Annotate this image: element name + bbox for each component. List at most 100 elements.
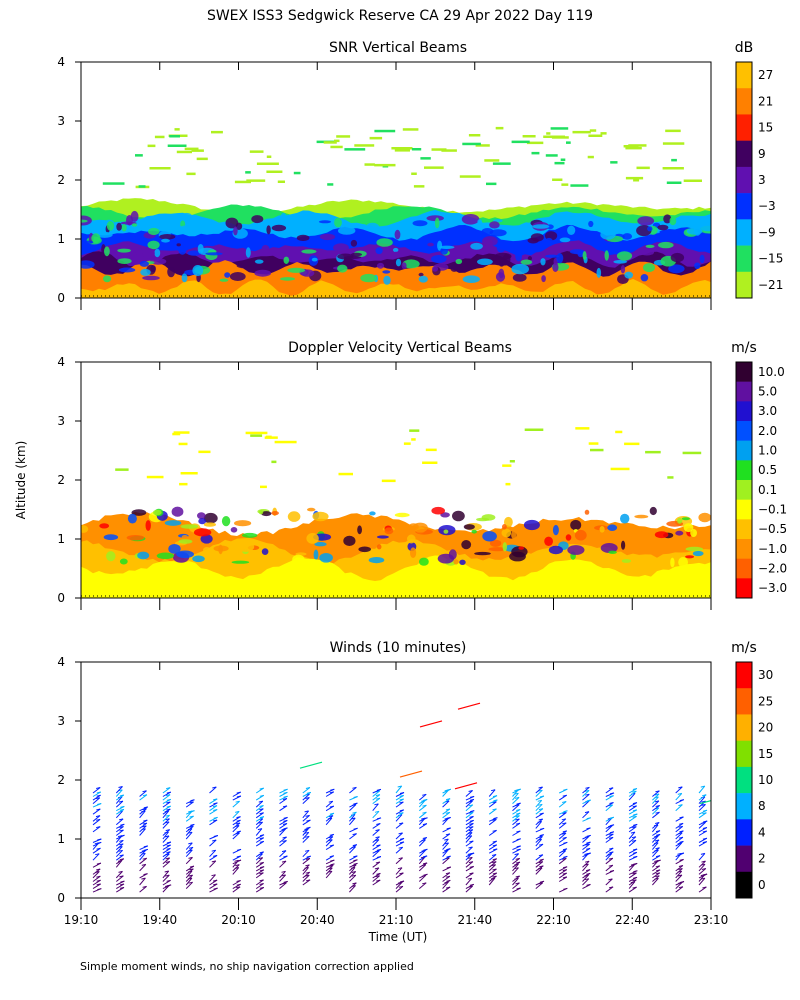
heatmap-cell: [283, 256, 290, 264]
heatmap-cell: [476, 517, 490, 522]
wind-barb: [374, 810, 380, 813]
heatmap-cell: [416, 552, 422, 559]
heatmap-cell: [266, 155, 272, 158]
wind-barb: [442, 857, 450, 865]
heatmap-cell: [523, 519, 540, 531]
heatmap-cell: [168, 544, 181, 554]
wind-barb: [512, 822, 521, 829]
wind-barb: [558, 822, 567, 829]
wind-barb: [232, 800, 240, 808]
wind-barb: [162, 829, 171, 836]
heatmap-cell: [174, 128, 180, 131]
wind-barb: [166, 879, 171, 882]
heatmap-cell: [419, 557, 429, 566]
wind-barb: [281, 860, 287, 863]
wind-barb: [515, 875, 520, 878]
wind-barb: [422, 804, 427, 807]
wind-barb: [516, 788, 521, 791]
wind-barb: [608, 836, 614, 839]
heatmap-cell: [625, 176, 644, 180]
colorbar-tick-label: 20: [758, 721, 773, 735]
heatmap-cell: [462, 275, 480, 284]
wind-barb: [652, 872, 661, 879]
wind-barb: [515, 857, 520, 860]
heatmap-cell: [561, 183, 569, 186]
wind-barb: [120, 823, 125, 826]
wind-barb: [165, 818, 170, 821]
doppler-layer--0.1: [81, 555, 711, 598]
wind-barb: [162, 851, 171, 858]
heatmap-cell: [608, 550, 617, 554]
wind-barb: [652, 807, 660, 815]
wind-barb: [349, 871, 357, 879]
heatmap-cell: [683, 179, 702, 182]
wind-barb: [162, 821, 170, 829]
heatmap-cell: [418, 272, 424, 277]
wind-barb: [465, 877, 473, 886]
heatmap-cell: [99, 523, 110, 529]
heatmap-cell: [440, 512, 450, 518]
heatmap-cell: [636, 166, 650, 170]
colorbar-tick-label: −3: [758, 199, 776, 213]
heatmap-cell: [250, 434, 263, 437]
wind-barb: [92, 847, 101, 854]
wind-barb: [115, 800, 124, 808]
heatmap-cell: [132, 236, 145, 243]
heatmap-cell: [502, 464, 512, 467]
wind-barb: [609, 816, 614, 819]
heatmap-cell: [261, 548, 269, 555]
wind-barb: [119, 826, 124, 828]
wind-barb: [162, 818, 170, 826]
wind-barb: [563, 788, 568, 791]
wind-barb: [372, 861, 381, 868]
heatmap-cell: [692, 550, 704, 557]
wind-barb: [492, 875, 497, 878]
heatmap-cell: [546, 132, 551, 135]
doppler-panel: Doppler Velocity Vertical Beams 10.0 5.0 3…: [80, 340, 787, 599]
wind-barb: [119, 829, 124, 832]
wind-barb: [561, 818, 566, 821]
heatmap-cell: [277, 180, 285, 183]
heatmap-cell: [161, 238, 170, 243]
wind-barb: [375, 861, 381, 864]
wind-barb: [162, 857, 171, 865]
colorbar-tick-label: 0.1: [758, 483, 777, 497]
wind-barb: [632, 788, 638, 790]
y-tick-label: 0: [57, 591, 65, 605]
wind-barb: [582, 836, 590, 843]
heatmap-cell: [489, 221, 500, 229]
wind-barb: [469, 883, 474, 886]
wind-barb: [470, 810, 475, 813]
wind-barb: [679, 852, 685, 855]
heatmap-cell: [543, 135, 565, 138]
heatmap-cell: [234, 180, 251, 184]
heatmap-cell: [546, 556, 555, 563]
wind-barb: [628, 792, 636, 801]
wind-barb: [679, 881, 685, 883]
heatmap-cell: [212, 548, 218, 560]
wind-barb: [143, 819, 148, 822]
wind-barb: [395, 857, 403, 865]
y-tick-label: 3: [57, 714, 65, 728]
wind-barb: [488, 789, 496, 797]
wind-barb: [185, 828, 193, 836]
wind-barb: [399, 837, 405, 840]
wind-barb: [562, 872, 567, 875]
heatmap-cell: [394, 229, 401, 240]
heatmap-cell: [462, 142, 481, 146]
wind-barb: [465, 872, 474, 879]
colorbar-tick-label: 1.0: [758, 444, 777, 458]
wind-barb: [675, 881, 683, 889]
y-tick-label: 1: [57, 232, 65, 246]
wind-barb: [562, 836, 567, 839]
heatmap-cell: [139, 260, 149, 267]
heatmap-cell: [358, 546, 372, 553]
heatmap-cell: [187, 250, 202, 256]
wind-barb: [398, 822, 404, 825]
wind-barb: [563, 855, 568, 858]
wind-barb: [306, 826, 311, 829]
heatmap-cell: [401, 262, 407, 270]
colorbar-tick-label: −3.0: [758, 581, 787, 595]
wind-barb: [185, 825, 194, 833]
